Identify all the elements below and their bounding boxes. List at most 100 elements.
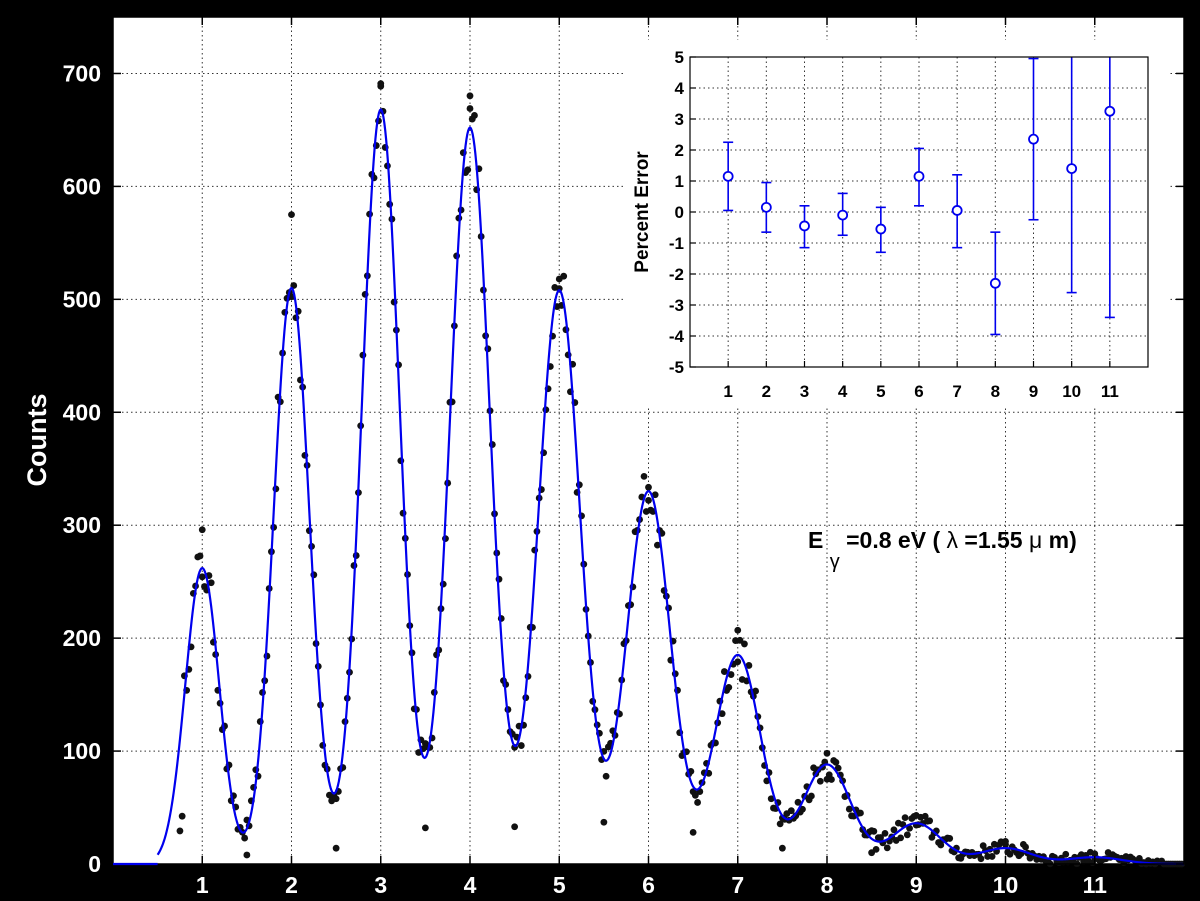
annotation-energy: =0.8 eV (: [846, 527, 940, 553]
data-point: [198, 526, 206, 534]
inset-x-tick-label: 8: [991, 382, 1000, 401]
data-point: [870, 827, 878, 835]
annotation-mu: μ: [1029, 527, 1042, 553]
data-point: [464, 166, 472, 174]
data-point: [881, 830, 889, 837]
data-point: [816, 777, 824, 785]
data-point: [957, 854, 965, 862]
error-marker: [913, 170, 925, 182]
inset-x-tick-label: 11: [1101, 382, 1119, 401]
data-point: [776, 820, 784, 828]
inset-y-tick-label: -3: [669, 296, 684, 315]
data-point: [745, 662, 753, 669]
y-tick-label: 0: [88, 851, 101, 877]
data-point: [288, 211, 295, 219]
data-point: [828, 776, 835, 783]
data-point: [946, 835, 954, 842]
inset-y-axis-label: Percent Error: [632, 151, 653, 273]
inset-error-point: [722, 141, 734, 212]
annotation-subscript: γ: [830, 551, 840, 573]
inset-error-point: [989, 231, 1001, 336]
data-point: [651, 491, 659, 499]
data-point: [196, 552, 204, 560]
annotation-symbol: E: [808, 527, 823, 553]
inset-plot-area: [624, 40, 1170, 408]
y-tick-label: 700: [63, 60, 101, 86]
x-tick-label: 5: [553, 872, 566, 898]
x-tick-label: 8: [821, 872, 834, 898]
data-point: [734, 658, 742, 666]
inset-error-points: [722, 57, 1116, 336]
data-point: [807, 792, 815, 800]
error-marker: [989, 277, 1001, 289]
inset-x-tick-label: 5: [876, 382, 885, 401]
y-tick-label: 400: [63, 399, 101, 425]
data-point: [832, 758, 840, 766]
data-point: [645, 483, 652, 491]
inset-y-tick-label: -4: [669, 327, 685, 346]
inset-error-point: [875, 206, 887, 254]
data-point: [1091, 850, 1099, 858]
error-marker: [760, 201, 772, 213]
inset-x-tick-label: 3: [800, 382, 809, 401]
inset-x-tick-label: 7: [952, 382, 961, 401]
x-tick-label: 9: [910, 872, 923, 898]
inset-error-point: [951, 174, 963, 249]
data-point: [794, 798, 802, 806]
data-point: [988, 853, 996, 860]
data-point: [421, 824, 429, 832]
inset-y-tick-label: 5: [675, 48, 684, 67]
data-point: [694, 799, 701, 806]
data-point: [1062, 850, 1070, 858]
inset-error-point: [799, 205, 810, 249]
x-tick-label: 6: [642, 872, 655, 898]
annotation-lambda: λ: [947, 527, 959, 553]
data-point: [906, 824, 913, 832]
data-point: [857, 809, 864, 817]
error-marker: [1104, 105, 1116, 117]
inset-y-tick-label: 2: [675, 141, 684, 160]
inset-x-tick-label: 10: [1062, 382, 1081, 401]
data-point: [778, 844, 786, 852]
data-point: [689, 828, 697, 836]
inset-error-point: [837, 192, 849, 237]
inset-y-tick-label: -1: [669, 234, 684, 253]
data-point: [207, 579, 215, 587]
data-point: [977, 855, 985, 863]
x-tick-label: 11: [1083, 872, 1108, 898]
fit-curve: [156, 108, 1184, 866]
data-point: [823, 749, 831, 757]
inset-plot: 1 2 3 4 5 6 7 8 9 10 11 -5 -4 -3 -2 -1 0 1 2 3 4 5 Percent Er…: [624, 40, 1170, 408]
data-point: [1022, 843, 1029, 851]
error-marker: [1028, 133, 1039, 145]
x-tick-label: 2: [285, 872, 298, 898]
inset-error-point: [1104, 57, 1116, 319]
data-point: [741, 640, 748, 648]
annotation-unit: m): [1049, 527, 1077, 553]
error-marker: [1066, 163, 1078, 175]
y-tick-label: 500: [63, 286, 101, 312]
inset-y-tick-label: 0: [675, 203, 684, 222]
inset-x-tick-label: 1: [723, 382, 732, 401]
inset-x-tick-label: 9: [1029, 382, 1038, 401]
x-tick-label: 3: [374, 872, 387, 898]
inset-error-point: [913, 147, 925, 207]
data-point: [1002, 838, 1009, 845]
data-point: [466, 105, 474, 112]
data-point: [602, 772, 610, 780]
data-point: [890, 826, 898, 834]
data-point: [640, 472, 648, 480]
inset-y-tick-label: 1: [675, 172, 684, 191]
x-tick-label: 7: [731, 872, 744, 898]
data-point: [1006, 850, 1014, 858]
error-marker: [722, 170, 734, 182]
data-point: [198, 573, 206, 581]
data-point: [767, 795, 775, 803]
y-axis-label: Counts: [22, 394, 52, 487]
data-point: [799, 805, 806, 813]
inset-y-tick-label: -5: [669, 358, 684, 377]
inset-x-tick-label: 6: [914, 382, 923, 401]
data-point: [243, 851, 251, 859]
